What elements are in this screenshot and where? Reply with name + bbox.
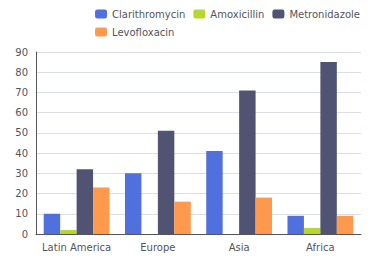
svg-text:0: 0 (22, 229, 28, 240)
svg-text:Clarithromycin: Clarithromycin (112, 9, 185, 20)
svg-text:Latin America: Latin America (42, 242, 111, 253)
svg-text:Amoxicillin: Amoxicillin (210, 9, 264, 20)
svg-text:Metronidazole: Metronidazole (289, 9, 360, 20)
svg-text:40: 40 (15, 148, 28, 159)
svg-text:50: 50 (15, 127, 28, 138)
svg-text:30: 30 (15, 168, 28, 179)
svg-text:70: 70 (15, 87, 28, 98)
svg-text:Europe: Europe (140, 242, 175, 253)
svg-text:20: 20 (15, 188, 28, 199)
svg-text:80: 80 (15, 67, 28, 78)
svg-text:Africa: Africa (306, 242, 335, 253)
svg-text:Levofloxacin: Levofloxacin (112, 27, 174, 38)
svg-text:60: 60 (15, 107, 28, 118)
svg-text:10: 10 (15, 208, 28, 219)
svg-text:Asia: Asia (229, 242, 250, 253)
svg-text:90: 90 (15, 47, 28, 58)
